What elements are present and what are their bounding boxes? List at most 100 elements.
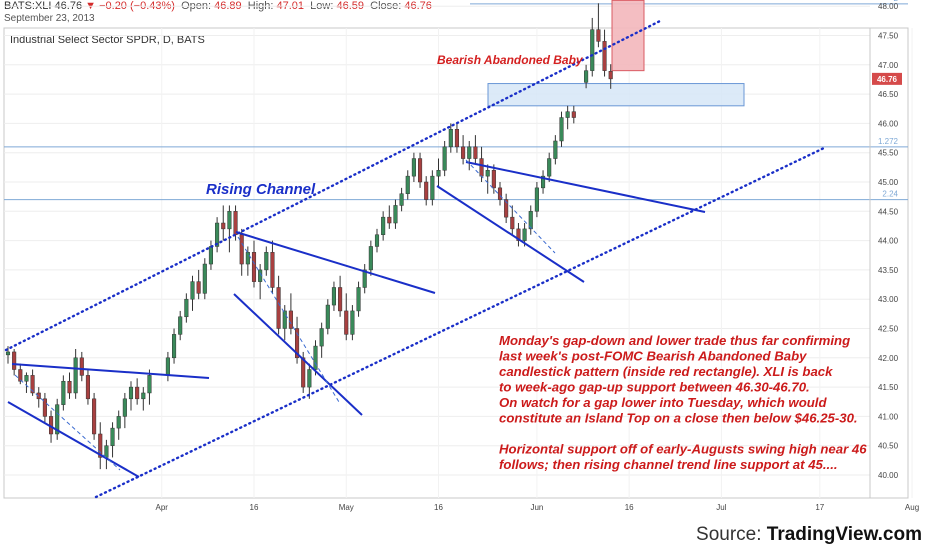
candle-body <box>5 351 11 356</box>
y-tick-label: 46.00 <box>878 119 899 128</box>
candle-body <box>473 146 478 159</box>
commentary-line: On watch for a gap lower into Tuesday, w… <box>499 395 827 410</box>
wedge2-dash <box>237 236 340 403</box>
candle-body <box>202 263 207 294</box>
candle-body <box>178 316 183 335</box>
candle-body <box>30 375 35 394</box>
commentary-line: last week's post-FOMC Bearish Abandoned … <box>499 349 807 364</box>
candle-body <box>491 170 496 189</box>
commentary-line: constitute an Island Top on a close then… <box>499 411 858 426</box>
candle-body <box>67 380 72 394</box>
candle-body <box>227 211 232 230</box>
candle-body <box>387 216 392 224</box>
commentary-line: follows; then rising channel trend line … <box>499 457 838 472</box>
candle-body <box>264 252 269 271</box>
candle-body <box>55 404 60 435</box>
y-tick-label: 41.00 <box>878 412 899 421</box>
candle-body <box>184 298 189 318</box>
price-tag-bg <box>872 72 902 85</box>
chart-date: September 23, 2013 <box>4 13 95 24</box>
y-tick-label: 47.00 <box>878 61 899 70</box>
candle-body <box>282 310 287 329</box>
candles <box>5 3 613 470</box>
fib-label: 2 <box>894 0 899 3</box>
candle-body <box>24 375 29 382</box>
candle-body <box>319 328 324 347</box>
candle-body <box>251 252 257 282</box>
candle-body <box>571 111 576 118</box>
y-tick-label: 42.00 <box>878 354 899 363</box>
candle-body <box>522 228 527 241</box>
fib-label: 2.24 <box>882 190 898 199</box>
candle-body <box>418 158 423 183</box>
candle-body <box>510 216 515 230</box>
candle-body <box>497 187 503 200</box>
wedge1-dash <box>14 374 121 471</box>
source-brand: TradingView.com <box>766 524 922 545</box>
candle-body <box>270 252 275 288</box>
candle-body <box>461 146 466 159</box>
commentary-line: Monday's gap-down and lower trade thus f… <box>499 333 850 348</box>
y-axis: 40.00 40.50 41.00 41.50 42.00 42.50 43.00 43.50… <box>869 2 899 498</box>
candle-body <box>104 445 109 458</box>
candle-body <box>301 357 306 388</box>
candle-body <box>381 216 386 235</box>
x-tick-label: 16 <box>250 503 259 512</box>
candle-body <box>116 416 121 429</box>
candle-body <box>208 246 213 265</box>
candle-body <box>350 310 355 335</box>
candle-body <box>393 205 398 224</box>
candle-body <box>454 129 459 148</box>
commentary-line: Horizontal support off of early-Augusts … <box>499 442 867 457</box>
x-axis: Apr16May16Jun16Jul17Aug16Sep16Oct16Nov16… <box>156 503 920 512</box>
candle-body <box>79 357 84 376</box>
candle-body <box>245 252 250 265</box>
source-credit: Source: TradingView.com <box>696 524 922 546</box>
y-tick-label: 40.50 <box>878 442 899 451</box>
candle-body <box>485 170 490 177</box>
candle-body <box>553 140 558 159</box>
x-tick-label: Jun <box>530 503 543 512</box>
candle-body <box>196 281 201 294</box>
candle-body <box>479 158 484 177</box>
channel-annotation: Rising Channel <box>206 181 316 198</box>
wedge2-top <box>235 231 436 294</box>
bearish-annotation: Bearish Abandoned Baby <box>437 53 584 67</box>
candle-body <box>504 199 509 218</box>
candle-body <box>307 369 312 388</box>
candle-body <box>221 222 226 230</box>
y-tick-label: 40.00 <box>878 471 899 480</box>
candle-body <box>430 175 435 200</box>
wedge1-top <box>11 363 210 379</box>
candle-body <box>436 170 441 177</box>
commentary: Monday's gap-down and lower trade thus f… <box>499 333 867 472</box>
candle-body <box>73 357 78 394</box>
wedge3-dash <box>465 159 556 254</box>
chart-title: Industrial Select Sector SPDR, D, BATS <box>10 34 205 46</box>
candle-body <box>405 175 410 194</box>
y-tick-label: 41.50 <box>878 383 899 392</box>
candle-body <box>85 375 91 400</box>
y-tick-label: 46.50 <box>878 90 899 99</box>
commentary-line: candlestick pattern (inside red rectangl… <box>499 364 833 379</box>
candle-body <box>12 351 17 370</box>
candle-body <box>467 146 472 159</box>
candle-body <box>325 304 330 329</box>
x-tick-label: 16 <box>625 503 634 512</box>
candle-body <box>147 375 152 394</box>
wedge3-top <box>465 161 706 213</box>
wedge1-bottom <box>7 401 140 478</box>
candle-body <box>338 287 343 312</box>
candle-body <box>584 70 589 83</box>
abandoned-baby-zone <box>611 0 645 72</box>
upper-channel-line <box>4 18 664 352</box>
candle-body <box>534 187 539 212</box>
candle-body <box>565 111 570 118</box>
candle-body <box>448 129 453 148</box>
candle-body <box>92 398 97 435</box>
candle-body <box>374 234 380 247</box>
x-tick-label: Apr <box>156 503 169 512</box>
candle-body <box>547 158 552 177</box>
wedge3-bottom <box>436 185 585 283</box>
